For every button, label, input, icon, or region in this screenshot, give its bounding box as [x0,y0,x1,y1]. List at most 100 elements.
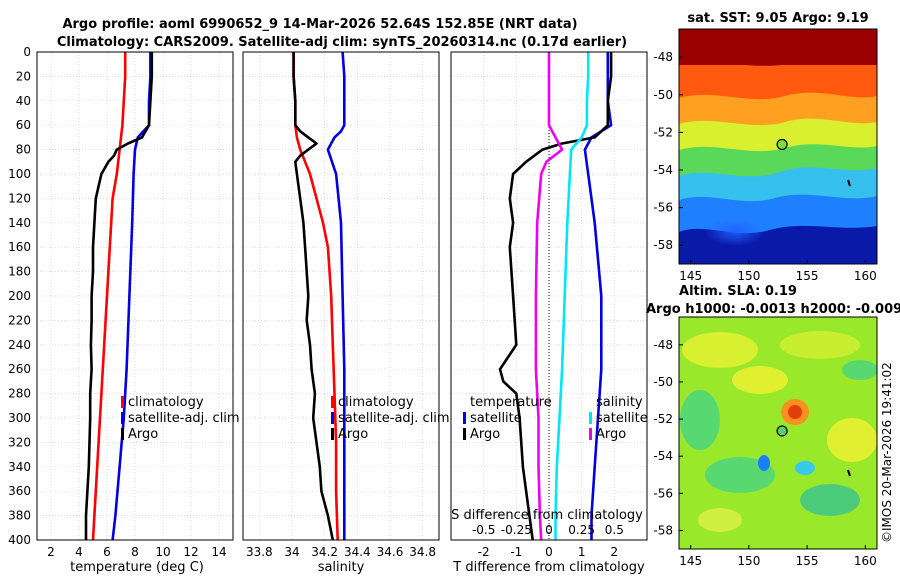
legend-label-satellite: satellite-adj. clim [338,411,450,426]
depth-tick-label: 240 [8,338,31,352]
x-tick-label: 33.8 [246,545,273,559]
t-difference-axis-label: T difference from climatology [452,560,645,575]
series-line-t-argo-clim [498,52,613,540]
lat-tick-label: -54 [653,449,673,463]
lat-tick-label: -52 [653,125,673,139]
x-tick-label: 12 [183,545,198,559]
sst-field [679,29,877,264]
x-tick-label: 6 [103,545,111,559]
depth-tick-label: 80 [16,143,31,157]
lat-tick-label: -56 [653,486,673,500]
series-line-s-argo-clim [534,52,564,540]
temperature-panel: 0 20 40 60 80 100 120 140 160 180 200 220 240 260 280 3… [8,45,240,575]
legend-label-satellite: satellite-adj. clim [128,411,240,426]
depth-tick-label: 20 [16,69,31,83]
legend-marker-s-argo [589,428,592,440]
depth-tick-label: 40 [16,94,31,108]
depth-tick-label: 260 [8,362,31,376]
lon-tick-label: 150 [737,554,760,568]
x-tick-label: 34.8 [409,545,436,559]
s-tick-label: 0.25 [568,523,595,537]
lat-tick-label: -56 [653,201,673,215]
legend-label-argo: Argo [338,427,368,442]
argo-position-marker [776,138,788,151]
lon-tick-label: 150 [737,269,760,283]
depth-tick-label: 220 [8,313,31,327]
depth-tick-label: 300 [8,411,31,425]
x-tick-label: 34.4 [344,545,371,559]
lat-tick-label: -54 [653,163,673,177]
s-tick-label: 0.5 [605,523,624,537]
legend-label-climatology: climatology [128,395,204,410]
legend-title-temperature: temperature [470,395,552,410]
legend-marker-climatology [121,396,124,408]
temperature-axis-label: temperature (deg C) [70,560,204,575]
temperature-series [84,52,154,540]
sla-map-title-line2: Argo h1000: -0.0013 h2000: -0.009 [646,302,900,317]
s-difference-axis-label: S difference from climatology [451,508,643,523]
legend-title-salinity: salinity [596,395,643,410]
lat-tick-label: -48 [653,50,673,64]
depth-tick-label: 320 [8,435,31,449]
x-tick-label: 34.6 [377,545,404,559]
legend-label-s-satellite: satellite [596,411,648,426]
t-difference-tick-labels: -2 -1 0 1 2 [478,545,618,559]
sla-map-title-line1: Altim. SLA: 0.19 [679,284,797,299]
difference-legend-salinity: salinity satellite Argo [589,395,648,442]
depth-tick-label: 120 [8,191,31,205]
lon-tick-label: 155 [796,554,819,568]
legend-marker-satellite [121,412,124,424]
difference-series [498,52,613,540]
temperature-grid [37,51,233,541]
sla-map-panel: Altim. SLA: 0.19 Argo h1000: -0.0013 h20… [646,284,900,568]
salinity-series [292,52,346,540]
legend-marker-satellite [331,412,334,424]
x-tick-label: 8 [131,545,139,559]
lat-tick-label: -50 [653,88,673,102]
x-tick-label: -1 [510,545,522,559]
figure-title-line1: Argo profile: aoml 6990652_9 14-Mar-2026… [62,17,577,32]
x-tick-label: -2 [478,545,490,559]
lat-tick-label: -58 [653,238,673,252]
sst-map-lat-labels: -48 -50 -52 -54 -56 -58 [653,50,683,252]
coast-mark [847,179,851,187]
depth-tick-label: 360 [8,484,31,498]
legend-marker-argo [121,428,124,440]
x-tick-label: 34.2 [311,545,338,559]
s-tick-label: -0.5 [472,523,495,537]
difference-panel: -2 -1 0 1 2 -0.5 -0.25 0 0.25 0.5 S difference f… [450,51,648,575]
depth-tick-labels: 0 20 40 60 80 100 120 140 160 180 200 220 240 260 280 3… [8,45,31,547]
argo-position-marker [776,425,788,437]
lat-tick-label: -52 [653,412,673,426]
depth-tick-label: 280 [8,387,31,401]
s-tick-label: -0.25 [501,523,532,537]
legend-label-t-argo: Argo [470,427,500,442]
x-tick-label: 2 [611,545,619,559]
sla-map-lon-labels: 145 150 155 160 [679,545,877,568]
x-tick-label: 14 [211,545,226,559]
legend-marker-climatology [331,396,334,408]
depth-tick-label: 340 [8,460,31,474]
lon-tick-label: 145 [679,554,702,568]
x-tick-label: 4 [75,545,83,559]
temperature-tick-labels: 2 4 6 8 10 12 14 [47,545,226,559]
series-line-climatology [91,52,127,540]
coast-mark [847,469,851,477]
lon-tick-label: 160 [854,269,877,283]
legend-label-t-satellite: satellite [470,411,522,426]
series-line-satellite-adj-clim [326,52,346,540]
series-line-argo [292,52,335,540]
sst-map-panel: sat. SST: 9.05 Argo: 9.19 -48 -50 -52 -54 -5… [653,11,878,283]
legend-marker-t-satellite [463,412,466,424]
depth-tick-label: 400 [8,533,31,547]
legend-marker-s-satellite [589,412,592,424]
imos-credit: ©IMOS 20-Mar-2026 19:41:02 [880,362,894,543]
depth-tick-label: 140 [8,216,31,230]
lon-tick-label: 155 [796,269,819,283]
figure-title-line2: Climatology: CARS2009. Satellite-adj cli… [57,35,627,50]
s-difference-tick-labels: -0.5 -0.25 0 0.25 0.5 [472,523,624,537]
depth-tick-label: 160 [8,240,31,254]
x-tick-label: 2 [47,545,55,559]
salinity-axis-label: salinity [318,560,365,575]
